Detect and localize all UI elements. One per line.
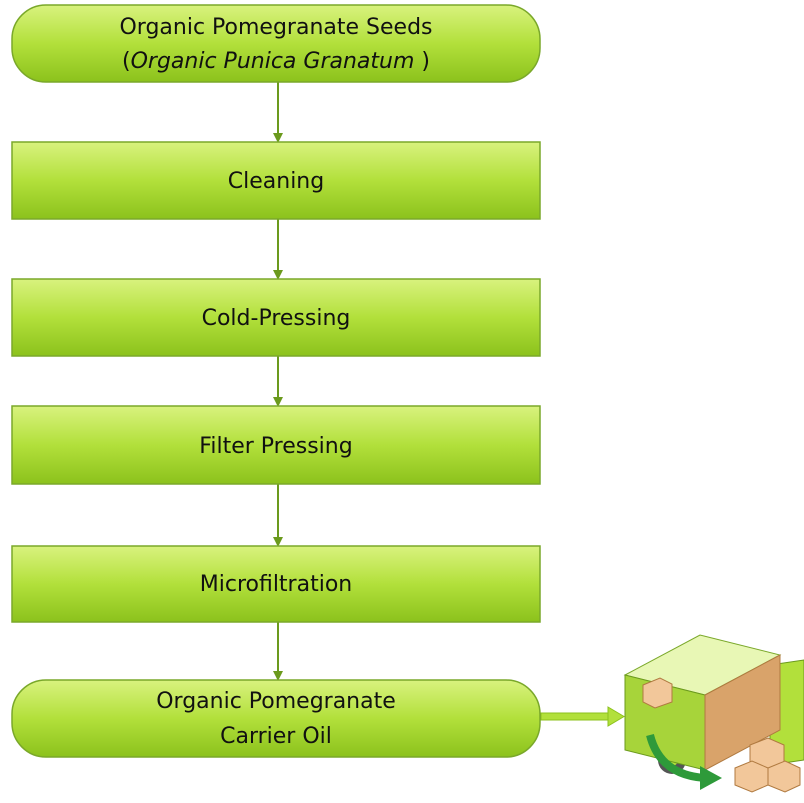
node-label: (Organic Punica Granatum ) bbox=[122, 49, 430, 74]
node-label: Microfiltration bbox=[200, 572, 352, 597]
node-label: Cleaning bbox=[228, 169, 324, 194]
node-label: Filter Pressing bbox=[199, 434, 352, 459]
diagram: Organic Pomegranate Seeds (Organic Punic… bbox=[0, 0, 804, 799]
node-label: Organic Pomegranate bbox=[156, 689, 396, 714]
node-label-italic: Organic Punica Granatum bbox=[131, 49, 415, 74]
node-label: Carrier Oil bbox=[220, 724, 332, 749]
node-label-part: ) bbox=[414, 49, 430, 74]
node-label-part: ( bbox=[122, 49, 131, 74]
node-label: Organic Pomegranate Seeds bbox=[119, 15, 432, 40]
truck-icon bbox=[625, 635, 804, 792]
output-arrow bbox=[541, 707, 624, 726]
node-label: Cold-Pressing bbox=[202, 306, 351, 331]
